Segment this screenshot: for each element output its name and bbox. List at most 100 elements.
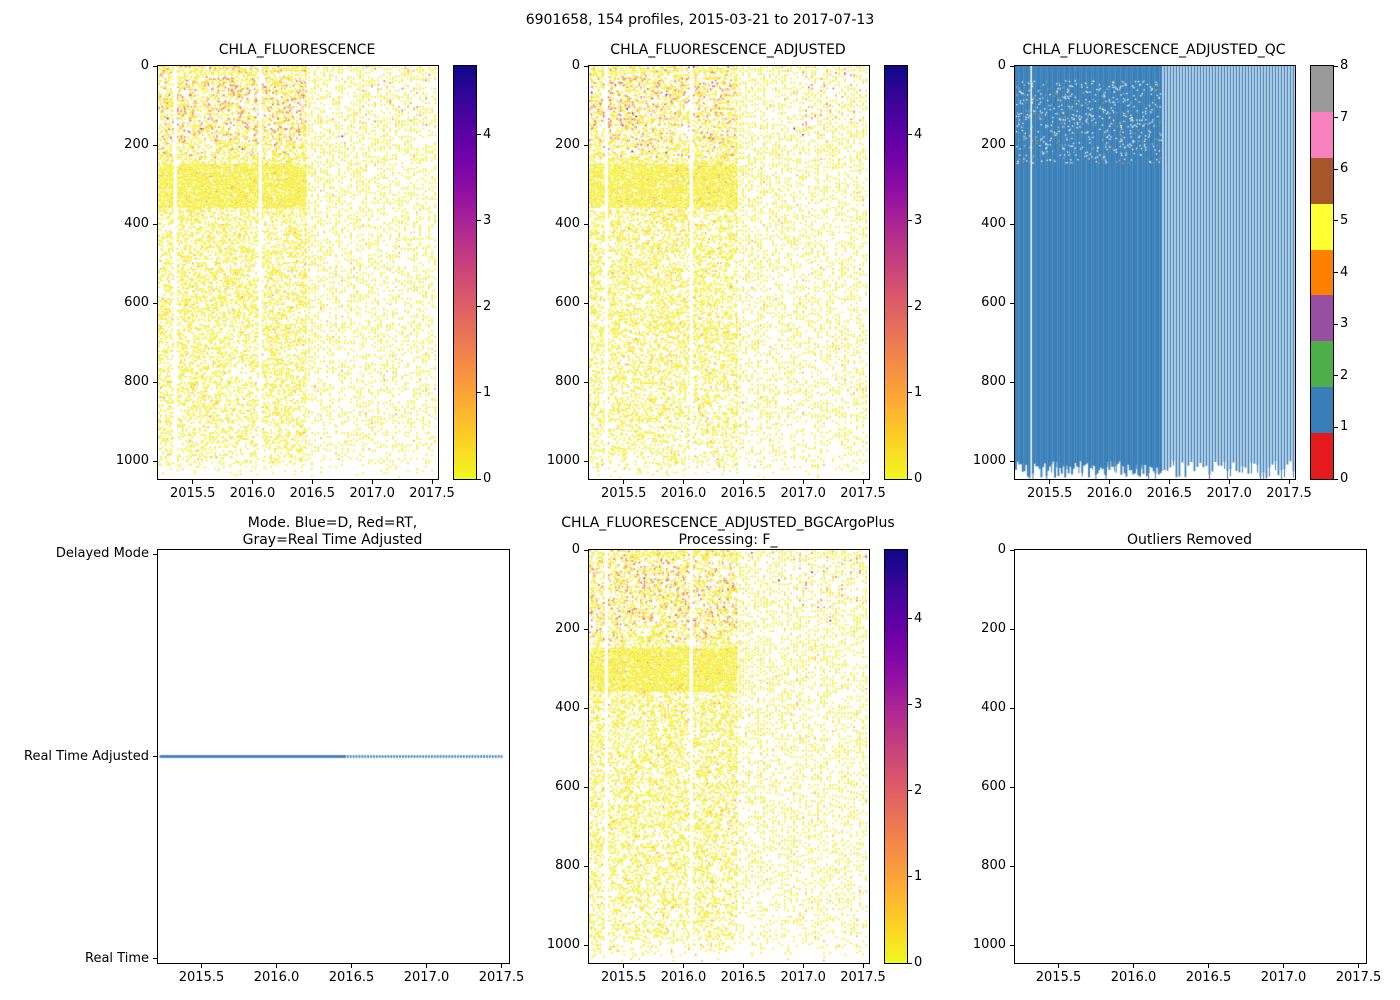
y-tick-label: 200 [555,621,580,637]
colorbar-tick-label: 0 [914,471,923,486]
x-tick-mark [426,964,427,968]
subplot-title-chla-fluorescence: CHLA_FLUORESCENCE [218,42,376,58]
colorbar-tick-label: 4 [914,126,923,142]
x-tick-label: 2017.5 [1335,970,1382,985]
y-tick-mark [153,65,157,67]
x-tick-label: 2016.5 [720,486,767,501]
y-tick-mark [153,553,157,555]
x-tick-mark [742,480,744,484]
y-tick-mark [584,65,588,67]
colorbar-tick-label: 1 [1340,419,1349,435]
x-tick-label: 2015.5 [1035,970,1082,985]
colorbar-tick-label: 0 [1340,471,1349,486]
x-tick-mark [1208,964,1209,968]
x-tick-label: 2015.5 [178,970,225,985]
qc-colorbar-segment [1311,157,1333,204]
colorbar-tick-mark [1334,478,1338,480]
colorbar-tick-label: 7 [1340,109,1349,125]
colorbar-bgc [884,549,908,964]
y-tick-mark [584,707,588,709]
y-tick-label: 0 [997,58,1006,73]
x-tick-mark [201,964,202,968]
y-tick-label: 400 [981,216,1006,232]
x-tick-label: 2017.0 [1260,970,1307,985]
subplot-title-mode-line2: Gray=Real Time Adjusted [242,532,423,548]
colorbar-tick-mark [908,306,912,308]
x-tick-mark [371,480,373,484]
qc-colorbar-segment [1311,433,1333,479]
y-tick-mark [153,223,157,225]
y-tick-label: 800 [124,374,149,390]
x-tick-mark [1283,964,1284,968]
x-tick-label: 2015.5 [169,486,216,501]
x-tick-mark [623,964,625,968]
y-tick-label: 0 [997,542,1006,557]
y-tick-mark [1010,460,1014,462]
heatmap-canvas-bgc-argo-plus [589,550,869,963]
y-tick-label: 0 [140,58,149,73]
y-tick-label: 600 [981,295,1006,311]
colorbar-tick-label: 4 [483,126,492,142]
colorbar-tick-mark [477,306,481,308]
colorbar-tick-label: 1 [914,868,923,884]
subplot-title-outliers-removed: Outliers Removed [1127,532,1252,548]
axes-chla-fluorescence [157,65,439,480]
colorbar-tick-label: 1 [914,384,923,400]
x-tick-mark [311,480,313,484]
y-tick-mark [584,460,588,462]
colorbar-tick-label: 8 [1340,58,1349,73]
x-tick-mark [862,964,864,968]
colorbar-tick-mark [1334,323,1338,325]
y-tick-label: 400 [124,216,149,232]
x-tick-mark [501,964,502,968]
colorbar-tick-mark [477,134,481,136]
x-tick-mark [1358,964,1359,968]
colorbar-tick-label: 2 [483,298,492,314]
x-tick-label: 2016.0 [1086,486,1133,501]
colorbar-tick-mark [908,876,912,878]
x-tick-label: 2017.5 [478,970,525,985]
axes-chla-fluorescence-adjusted [588,65,870,480]
colorbar-chla_adj [884,65,908,480]
y-tick-label: 1000 [546,453,580,469]
colorbar-qc [1310,65,1334,480]
qc-colorbar-segment [1311,66,1333,112]
colorbar-tick-label: 6 [1340,161,1349,177]
colorbar-tick-mark [908,790,912,792]
y-tick-mark [584,223,588,225]
y-tick-mark [153,302,157,304]
colorbar-tick-mark [908,134,912,136]
x-tick-label: 2017.0 [403,970,450,985]
x-tick-label: 2016.5 [289,486,336,501]
x-tick-label: 2015.5 [1026,486,1073,501]
subplot-title-mode: Mode. Blue=D, Red=RT, Gray=Real Time Adj… [157,515,508,549]
colorbar-tick-mark [908,478,912,480]
x-tick-mark [1168,480,1170,484]
y-tick-mark [1010,707,1014,709]
x-tick-label: 2015.5 [600,486,647,501]
subplot-title-chla-fluorescence-adjusted-qc: CHLA_FLUORESCENCE_ADJUSTED_QC [1022,42,1286,58]
y-tick-label: 800 [555,374,580,390]
y-tick-label: 200 [555,137,580,153]
colorbar-tick-mark [1334,168,1338,170]
x-tick-mark [431,480,433,484]
colorbar-tick-mark [908,962,912,964]
colorbar-tick-label: 3 [483,212,492,228]
y-tick-label: 400 [981,700,1006,716]
colorbar-chla [453,65,477,480]
colorbar-tick-mark [908,704,912,706]
colorbar-tick-mark [1334,272,1338,273]
qc-colorbar-segment [1311,111,1333,158]
y-tick-label: 600 [555,779,580,795]
heatmap-canvas-chla-fluorescence-adjusted [589,66,869,479]
colorbar-tick-mark [477,392,481,394]
y-tick-label: 400 [555,700,580,716]
x-tick-mark [623,480,625,484]
qc-colorbar-segment [1311,341,1333,388]
colorbar-tick-label: 3 [914,212,923,228]
y-tick-mark [584,302,588,304]
y-tick-mark [1010,65,1014,67]
axes-bgc [588,549,870,964]
axes-chla-fluorescence-adjusted-qc [1014,65,1296,480]
colorbar-tick-mark [1334,375,1338,377]
